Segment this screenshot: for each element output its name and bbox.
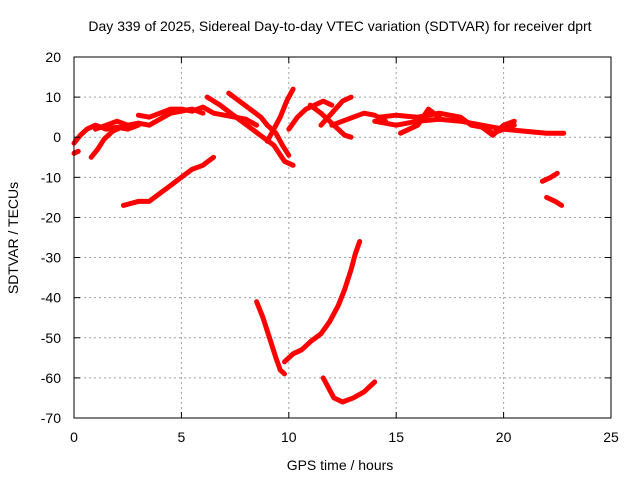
- y-axis-label: SDTVAR / TECUs: [5, 182, 21, 294]
- axes: 0 5 10 15 20 25 20 10 0 -10 -20 -30 -40 -50 -60 -70: [41, 49, 619, 445]
- series-arc-6: [120, 154, 217, 208]
- series-arc-12: [318, 94, 354, 128]
- x-tick-label: 5: [178, 429, 186, 445]
- y-tick-label: 10: [45, 89, 61, 105]
- chart-title: Day 339 of 2025, Sidereal Day-to-day VTE…: [88, 18, 591, 34]
- series-arc-17: [479, 118, 517, 138]
- y-tick-label: -30: [41, 250, 61, 266]
- x-tick-label: 0: [70, 429, 78, 445]
- series-arc-16: [398, 106, 442, 136]
- series-arc-18: [539, 170, 560, 184]
- x-tick-label: 15: [388, 429, 404, 445]
- x-axis-label: GPS time / hours: [287, 457, 394, 473]
- x-tick-label: 10: [281, 429, 297, 445]
- y-tick-label: -60: [41, 370, 61, 386]
- series-arc-22: [320, 375, 378, 405]
- y-tick-label: 0: [53, 129, 61, 145]
- x-tick-label: 25: [603, 429, 619, 445]
- series-arc-8: [226, 90, 292, 158]
- y-tick-label: -50: [41, 330, 61, 346]
- plot-frame: [73, 56, 612, 419]
- y-tick-label: -20: [41, 209, 61, 225]
- x-tick-label: 20: [496, 429, 512, 445]
- y-tick-label: -40: [41, 290, 61, 306]
- y-tick-label: -10: [41, 169, 61, 185]
- series-arc-2: [71, 148, 81, 156]
- grid: [74, 57, 611, 418]
- series-arc-9: [264, 86, 296, 144]
- series-arc-21: [282, 239, 363, 365]
- series-arc-19: [544, 194, 565, 208]
- series-arc-20: [254, 299, 287, 377]
- series-arc-13: [329, 110, 388, 128]
- data-series: [71, 86, 567, 405]
- series-arc-7: [204, 94, 296, 168]
- y-tick-label: -70: [41, 410, 61, 426]
- y-tick-label: 20: [45, 49, 61, 65]
